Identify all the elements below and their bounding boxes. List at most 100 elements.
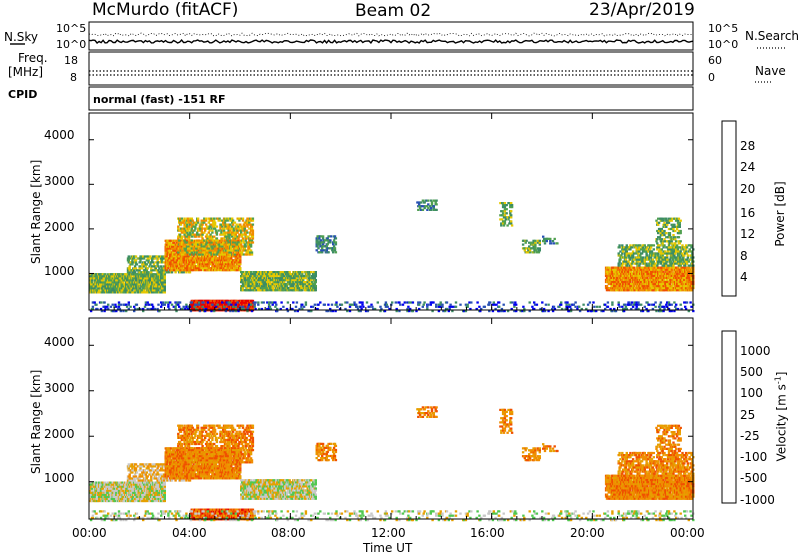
- scatter-cell: [510, 222, 512, 224]
- scatter-cell: [227, 247, 229, 249]
- scatter-cell: [335, 251, 337, 253]
- scatter-cell: [316, 249, 318, 251]
- scatter-cell: [539, 244, 541, 246]
- scatter-cell: [158, 267, 160, 269]
- scatter-cell: [160, 265, 162, 267]
- scatter-cell: [209, 251, 211, 253]
- scatter-cell: [329, 241, 331, 243]
- scatter-cell: [292, 281, 294, 283]
- scatter-cell: [192, 255, 194, 257]
- scatter-cell: [171, 271, 173, 273]
- scatter-cell: [147, 271, 149, 273]
- scatter-cell: [510, 216, 512, 218]
- scatter-cell: [245, 239, 247, 241]
- scatter-cell: [188, 237, 190, 239]
- scatter-cell: [315, 289, 317, 291]
- scatter-cell: [218, 249, 220, 251]
- scatter-cell: [666, 279, 668, 281]
- scatter-cell: [189, 232, 191, 234]
- scatter-cell: [241, 236, 243, 238]
- scatter-cell: [430, 207, 432, 209]
- scatter-cell: [91, 281, 93, 283]
- scatter-cell: [606, 285, 608, 287]
- scatter-cell: [219, 247, 221, 249]
- scatter-cell: [164, 279, 166, 281]
- scatter-cell: [231, 249, 233, 251]
- scatter-cell: [237, 237, 239, 239]
- scatter-cell: [177, 226, 179, 228]
- scatter-cell: [511, 206, 513, 208]
- scatter-cell: [301, 273, 303, 275]
- scatter-cell: [502, 212, 504, 214]
- scatter-cell: [542, 236, 544, 238]
- scatter-cell: [289, 271, 291, 273]
- scatter-cell: [212, 263, 214, 265]
- power-panel: [89, 200, 695, 313]
- scatter-cell: [506, 212, 508, 214]
- scatter-cell: [150, 267, 152, 269]
- scatter-cell: [181, 241, 183, 243]
- scatter-cell: [143, 289, 145, 291]
- scatter-cell: [217, 239, 219, 241]
- scatter-cell: [220, 239, 222, 241]
- scatter-cell: [308, 275, 310, 277]
- scatter-cell: [430, 200, 432, 202]
- noise-panel: [89, 33, 693, 43]
- scatter-cell: [192, 224, 194, 226]
- scatter-cell: [500, 224, 502, 226]
- scatter-cell: [327, 237, 329, 239]
- scatter-cell: [240, 241, 242, 243]
- scatter-cell: [302, 285, 304, 287]
- scatter-cell: [244, 226, 246, 228]
- scatter-cell: [216, 232, 218, 234]
- scatter-cell: [646, 277, 648, 279]
- scatter-cell: [164, 287, 166, 289]
- scatter-cell: [139, 265, 141, 267]
- scatter-cell: [232, 224, 234, 226]
- scatter-cell: [201, 249, 203, 251]
- scatter-cell: [539, 242, 541, 244]
- scatter-cell: [292, 285, 294, 287]
- scatter-cell: [504, 222, 506, 224]
- scatter-cell: [506, 204, 508, 206]
- scatter-cell: [208, 228, 210, 230]
- scatter-cell: [539, 240, 541, 242]
- scatter-cell: [301, 289, 303, 291]
- scatter-cell: [315, 279, 317, 281]
- scatter-cell: [157, 257, 159, 259]
- scatter-cell: [203, 251, 205, 253]
- scatter-cell: [180, 224, 182, 226]
- scatter-cell: [232, 245, 234, 247]
- scatter-cell: [223, 230, 225, 232]
- scatter-cell: [528, 245, 530, 247]
- scatter-cell: [213, 220, 215, 222]
- scatter-cell: [179, 220, 181, 222]
- scatter-cell: [507, 218, 509, 220]
- scatter-cell: [177, 237, 179, 239]
- scatter-cell: [135, 255, 137, 257]
- scatter-cell: [190, 255, 192, 257]
- scatter-cell: [164, 281, 166, 283]
- scatter-cell: [322, 237, 324, 239]
- scatter-cell: [308, 281, 310, 283]
- scatter-cell: [424, 207, 426, 209]
- scatter-cell: [223, 251, 225, 253]
- scatter-cell: [201, 226, 203, 228]
- scatter-cell: [535, 249, 537, 251]
- scatter-cell: [198, 236, 200, 238]
- scatter-cell: [241, 251, 243, 253]
- scatter-cell: [177, 241, 179, 243]
- scatter-cell: [223, 237, 225, 239]
- scatter-cell: [234, 239, 236, 241]
- scatter-cell: [181, 236, 183, 238]
- scatter-cell: [214, 228, 216, 230]
- scatter-cell: [539, 249, 541, 251]
- scatter-cell: [200, 269, 202, 271]
- scatter-cell: [157, 269, 159, 271]
- scatter-cell: [138, 283, 140, 285]
- scatter-cell: [326, 245, 328, 247]
- scatter-cell: [236, 257, 238, 259]
- scatter-cell: [504, 214, 506, 216]
- scatter-cell: [198, 239, 200, 241]
- scatter-cell: [269, 281, 271, 283]
